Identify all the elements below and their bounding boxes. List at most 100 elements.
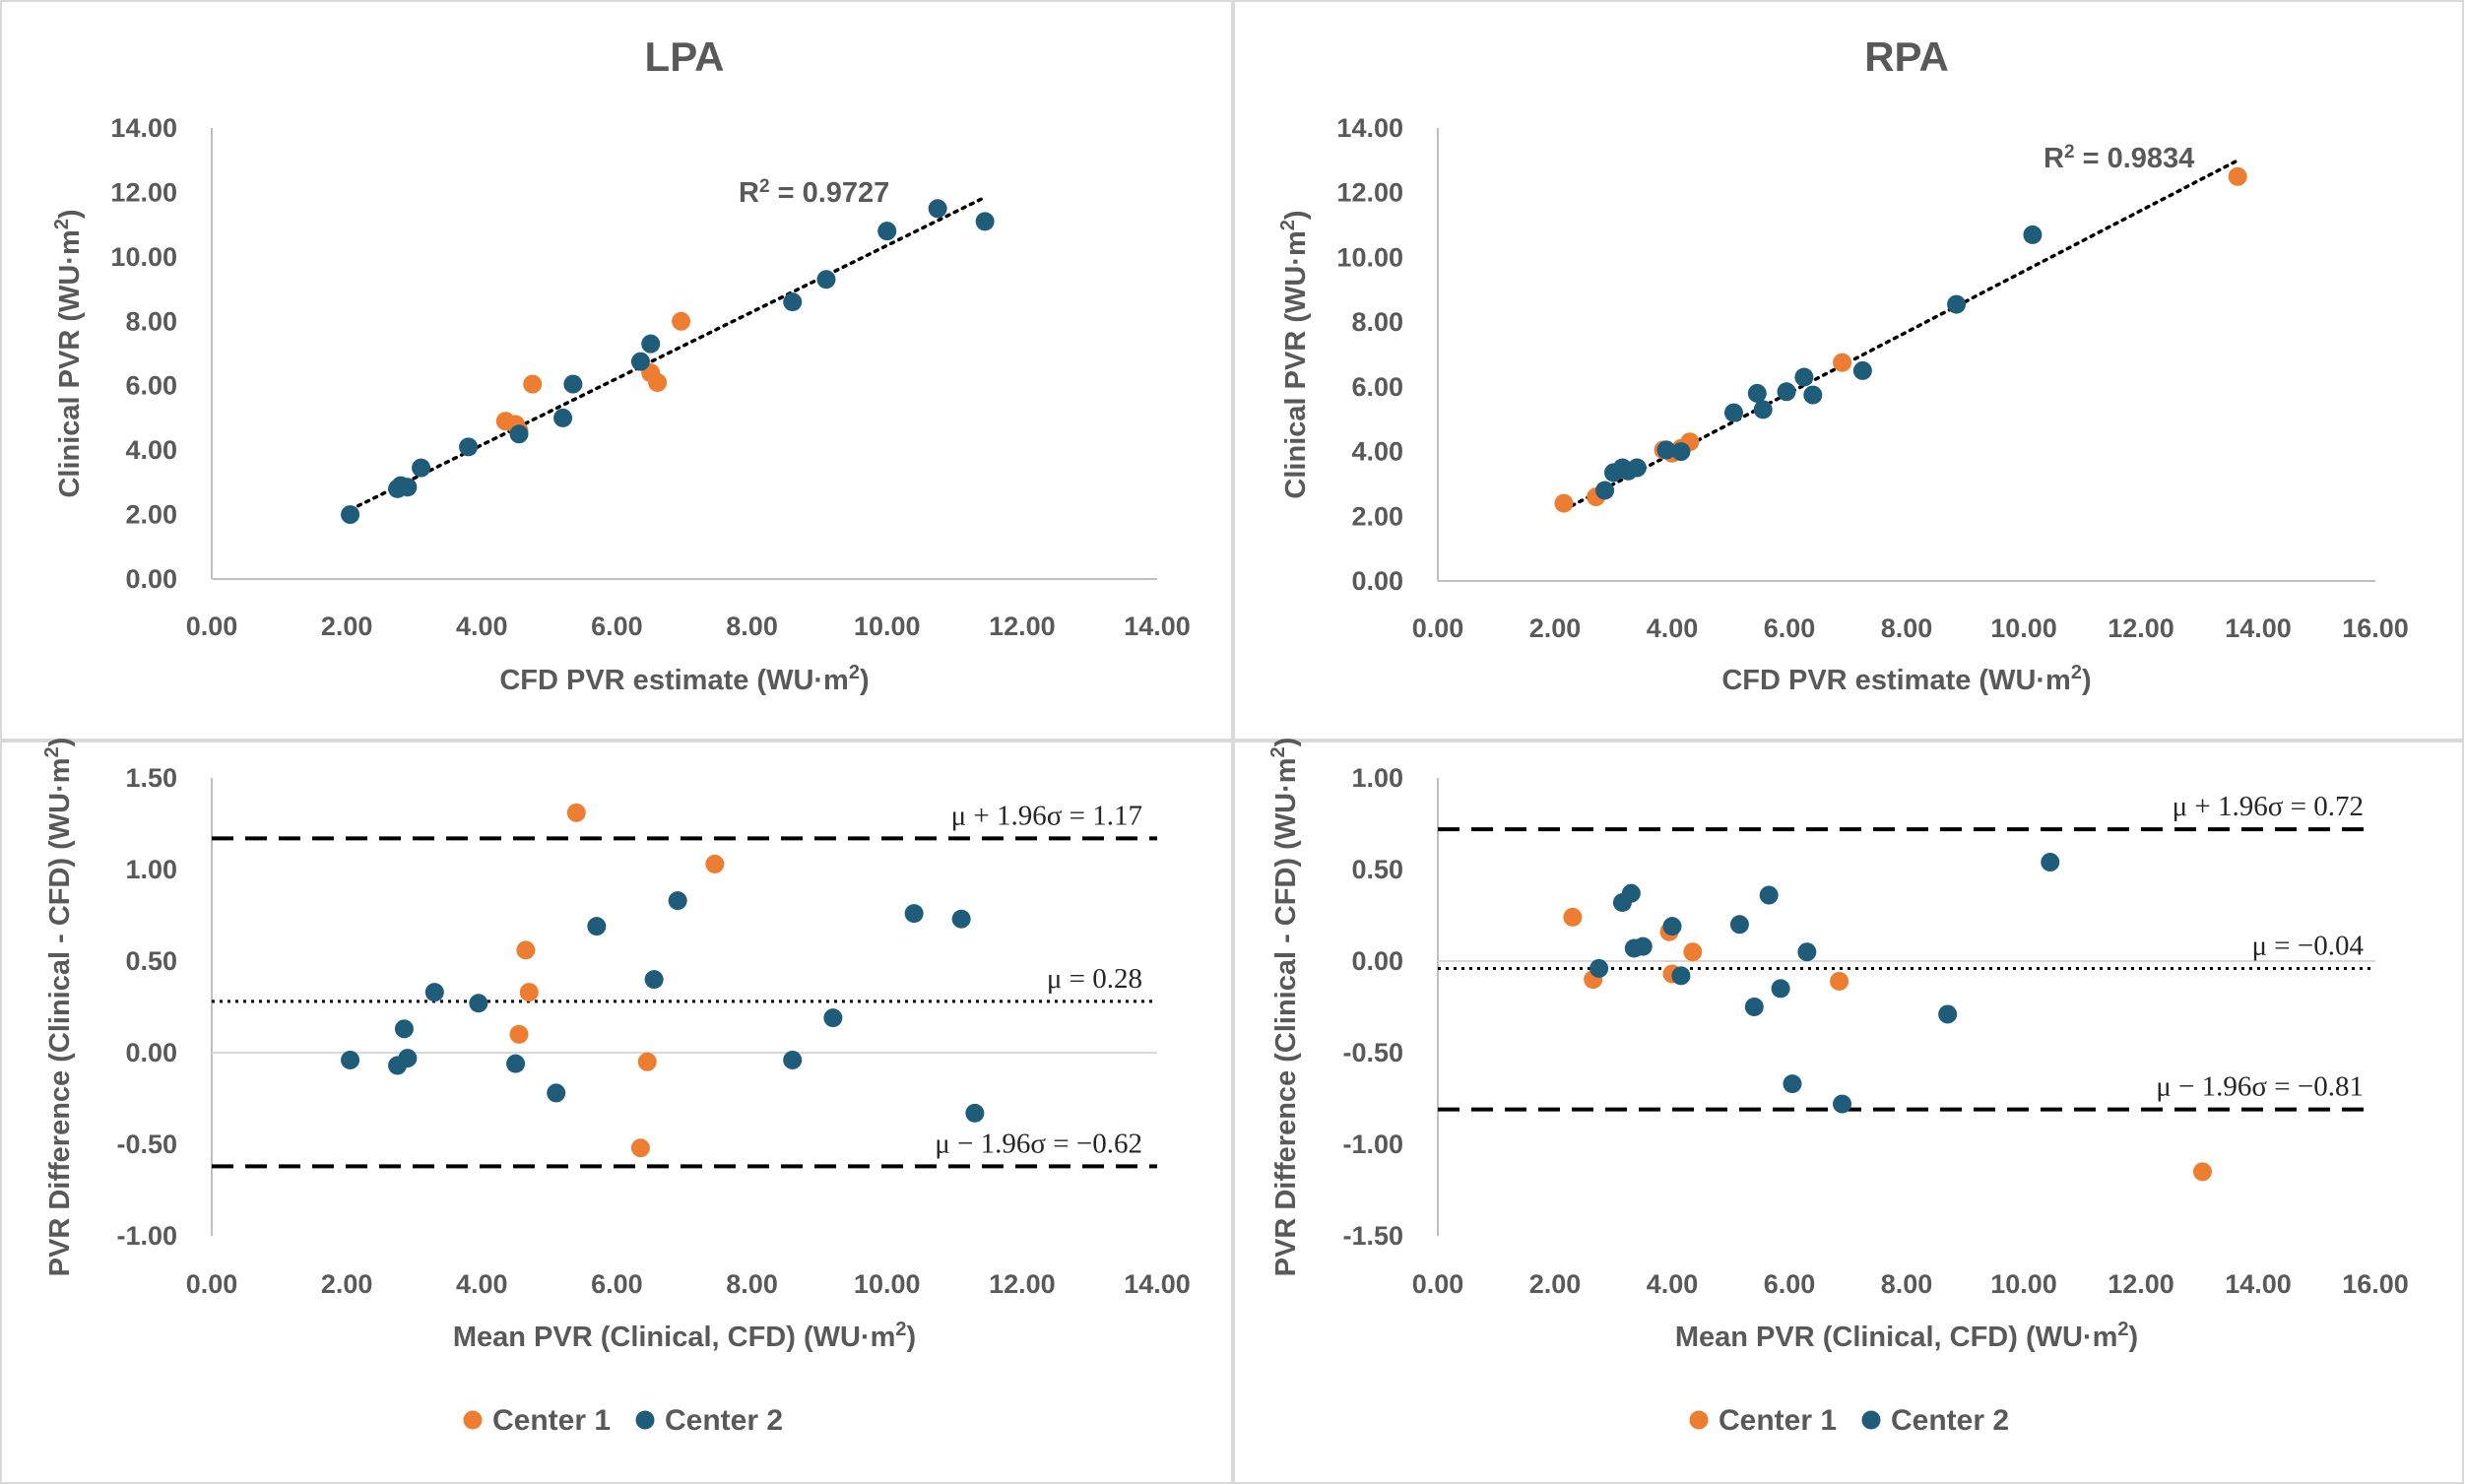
legend-label: Center 2 — [665, 1404, 783, 1437]
y-tick-label: 12.00 — [110, 177, 177, 207]
data-point-center-2 — [1662, 917, 1682, 936]
data-point-center-2 — [1595, 481, 1615, 500]
y-tick-label: 14.00 — [110, 113, 177, 143]
legend-right: Center 1 Center 2 — [1689, 1404, 2009, 1437]
x-tick-label: 6.00 — [1764, 613, 1816, 643]
y-tick-label: -1.50 — [1342, 1221, 1403, 1251]
data-point-center-2 — [506, 1054, 526, 1073]
x-tick-label: 12.00 — [2108, 613, 2174, 643]
y-tick-label: 0.00 — [125, 564, 177, 594]
y-tick-label: 2.00 — [125, 500, 177, 530]
x-axis-title: Mean PVR (Clinical, CFD) (WU·m2) — [1675, 1319, 2138, 1353]
data-point-center-2 — [341, 1050, 360, 1069]
y-tick-label: 8.00 — [1351, 307, 1403, 337]
data-point-center-2 — [1759, 885, 1779, 905]
y-tick-label: 4.00 — [125, 435, 177, 465]
data-point-center-2 — [641, 334, 661, 354]
x-tick-label: 8.00 — [1881, 1269, 1933, 1299]
data-point-center-2 — [509, 424, 529, 444]
x-tick-label: 0.00 — [186, 612, 238, 641]
rpa-difference-chart: 0.00 2.00 4.00 6.00 8.00 10.00 12.00 14.00 16.00… — [1267, 738, 2409, 1353]
data-point-center-2 — [1947, 294, 1967, 314]
x-tick-label: 6.00 — [591, 612, 643, 641]
y-tick-label: 6.00 — [1351, 372, 1403, 402]
reference-line-label: μ = −0.04 — [2251, 930, 2364, 961]
data-point-center-2 — [1852, 360, 1872, 380]
x-tick-label: 16.00 — [2342, 613, 2409, 643]
legend-left: Center 1 Center 2 — [463, 1404, 783, 1437]
y-tick-label: 4.00 — [1351, 437, 1403, 467]
x-tick-label: 12.00 — [989, 612, 1056, 641]
data-point-center-2 — [1621, 883, 1641, 903]
x-tick-label: 2.00 — [321, 1269, 373, 1299]
y-tick-label: 2.00 — [1351, 501, 1403, 531]
x-tick-label: 6.00 — [1764, 1269, 1816, 1299]
data-point-center-2 — [1747, 383, 1767, 403]
data-point-center-2 — [1656, 440, 1676, 460]
x-axis-title: CFD PVR estimate (WU·m2) — [1721, 662, 2091, 696]
x-tick-label: 2.00 — [321, 612, 373, 641]
data-point-center-2 — [1797, 942, 1817, 962]
y-axis-title: Clinical PVR (WU·m2) — [1277, 210, 1312, 498]
x-tick-label: 14.00 — [1124, 1269, 1191, 1299]
data-point-center-1 — [2192, 1162, 2212, 1182]
legend-marker — [1861, 1410, 1881, 1430]
y-tick-label: 14.00 — [1336, 113, 1403, 143]
data-point-center-2 — [1744, 998, 1764, 1016]
y-tick-label: 1.00 — [1351, 763, 1403, 793]
y-axis-title: PVR Difference (Clinical - CFD) (WU·m2) — [41, 738, 76, 1277]
data-point-center-2 — [394, 1019, 414, 1039]
r-squared-label: R2 = 0.9727 — [739, 176, 889, 210]
y-tick-label: 10.00 — [1336, 242, 1403, 272]
data-point-center-2 — [412, 458, 431, 478]
data-point-center-1 — [1683, 942, 1703, 962]
y-tick-label: 1.00 — [125, 855, 177, 884]
data-point-center-2 — [1794, 367, 1814, 387]
data-point-center-2 — [816, 270, 836, 290]
data-point-center-2 — [424, 983, 444, 1002]
data-point-center-1 — [1563, 907, 1583, 927]
x-tick-label: 4.00 — [456, 1269, 508, 1299]
x-tick-label: 10.00 — [854, 1269, 921, 1299]
data-point-center-1 — [630, 1138, 650, 1158]
data-point-center-2 — [398, 1049, 418, 1068]
data-point-center-1 — [1833, 353, 1852, 372]
legend-marker — [463, 1410, 483, 1430]
x-tick-label: 14.00 — [2225, 1269, 2292, 1299]
legend-marker — [635, 1410, 655, 1430]
data-point-center-2 — [1777, 382, 1796, 402]
data-point-center-2 — [398, 478, 418, 497]
legend-label: Center 2 — [1891, 1404, 2009, 1437]
data-point-center-2 — [965, 1103, 985, 1123]
data-point-center-1 — [637, 1052, 657, 1071]
data-point-center-2 — [459, 437, 479, 457]
panel-border-rpa — [1233, 0, 2464, 741]
data-point-center-2 — [341, 505, 360, 525]
y-axis-title: PVR Difference (Clinical - CFD) (WU·m2) — [1267, 738, 1302, 1277]
data-point-center-2 — [823, 1008, 843, 1028]
trendline — [348, 195, 987, 512]
y-tick-label: 0.50 — [125, 946, 177, 976]
x-tick-label: 16.00 — [2342, 1269, 2409, 1299]
data-point-center-2 — [2041, 853, 2060, 872]
data-point-center-2 — [1633, 936, 1653, 956]
data-point-center-2 — [644, 970, 664, 990]
data-point-center-2 — [904, 904, 924, 924]
data-point-center-2 — [1723, 403, 1743, 422]
y-tick-label: 8.00 — [125, 306, 177, 336]
r-squared-label: R2 = 0.9834 — [2043, 142, 2194, 175]
x-tick-label: 12.00 — [989, 1269, 1056, 1299]
y-axis-title: Clinical PVR (WU·m2) — [51, 209, 86, 497]
y-tick-label: -1.00 — [116, 1221, 177, 1251]
data-point-center-1 — [509, 1024, 529, 1044]
data-point-center-2 — [783, 1050, 803, 1069]
data-point-center-2 — [1753, 400, 1773, 419]
legend-label: Center 1 — [1719, 1404, 1837, 1437]
data-point-center-2 — [951, 909, 971, 929]
data-point-center-2 — [1833, 1094, 1852, 1114]
data-point-center-2 — [668, 891, 687, 911]
data-point-center-2 — [469, 994, 488, 1013]
data-point-center-2 — [1783, 1074, 1802, 1094]
x-tick-label: 4.00 — [1647, 613, 1699, 643]
y-tick-label: -1.00 — [1342, 1129, 1403, 1159]
